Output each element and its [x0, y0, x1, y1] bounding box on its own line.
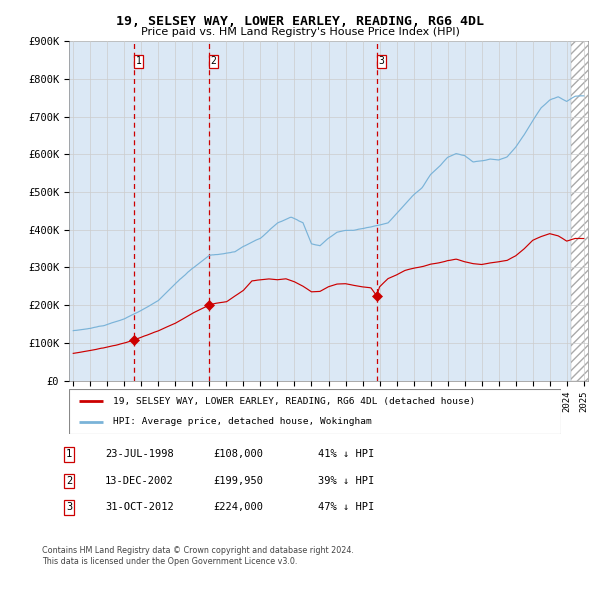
Bar	[571, 41, 596, 381]
Text: £108,000: £108,000	[213, 450, 263, 459]
Bar	[571, 41, 596, 381]
Text: 13-DEC-2002: 13-DEC-2002	[105, 476, 174, 486]
Text: 3: 3	[66, 503, 72, 512]
Text: 47% ↓ HPI: 47% ↓ HPI	[318, 503, 374, 512]
Text: 39% ↓ HPI: 39% ↓ HPI	[318, 476, 374, 486]
Text: 1: 1	[66, 450, 72, 459]
Text: HPI: Average price, detached house, Wokingham: HPI: Average price, detached house, Woki…	[113, 417, 372, 426]
Text: 41% ↓ HPI: 41% ↓ HPI	[318, 450, 374, 459]
Text: 19, SELSEY WAY, LOWER EARLEY, READING, RG6 4DL (detached house): 19, SELSEY WAY, LOWER EARLEY, READING, R…	[113, 397, 476, 406]
Text: 3: 3	[379, 57, 385, 67]
Text: 31-OCT-2012: 31-OCT-2012	[105, 503, 174, 512]
Text: 2: 2	[211, 57, 217, 67]
Text: 23-JUL-1998: 23-JUL-1998	[105, 450, 174, 459]
Text: Price paid vs. HM Land Registry's House Price Index (HPI): Price paid vs. HM Land Registry's House …	[140, 27, 460, 37]
Text: 19, SELSEY WAY, LOWER EARLEY, READING, RG6 4DL: 19, SELSEY WAY, LOWER EARLEY, READING, R…	[116, 15, 484, 28]
Text: £199,950: £199,950	[213, 476, 263, 486]
FancyBboxPatch shape	[69, 389, 561, 434]
Text: £224,000: £224,000	[213, 503, 263, 512]
Text: 2: 2	[66, 476, 72, 486]
Text: This data is licensed under the Open Government Licence v3.0.: This data is licensed under the Open Gov…	[42, 558, 298, 566]
Text: Contains HM Land Registry data © Crown copyright and database right 2024.: Contains HM Land Registry data © Crown c…	[42, 546, 354, 555]
Text: 1: 1	[136, 57, 142, 67]
